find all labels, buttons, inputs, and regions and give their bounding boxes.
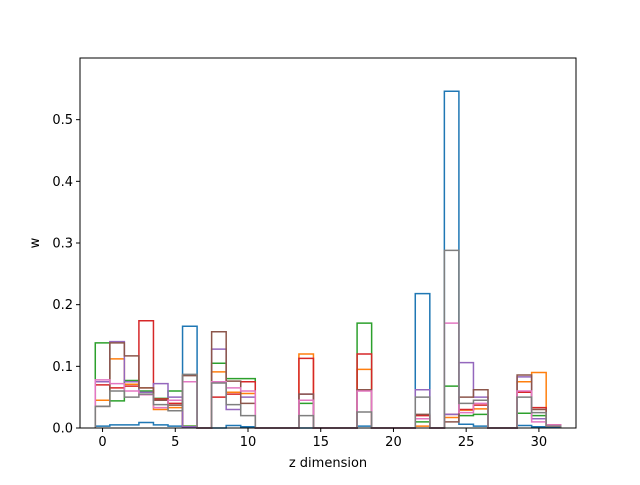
y-tick-label: 0.4 <box>52 175 73 190</box>
x-axis-ticks: 0 5 10 15 20 25 30 <box>98 428 547 450</box>
x-tick-label: 20 <box>385 435 402 450</box>
y-tick-label: 0.3 <box>52 237 73 252</box>
y-tick-label: 0.5 <box>52 113 73 128</box>
y-axis-ticks: 0.0 0.1 0.2 0.3 0.4 0.5 <box>52 113 80 437</box>
x-tick-label: 30 <box>531 435 548 450</box>
y-tick-label: 0.1 <box>52 360 73 375</box>
x-tick-label: 10 <box>240 435 257 450</box>
y-tick-label: 0.2 <box>52 298 73 313</box>
x-axis-label: z dimension <box>289 456 367 471</box>
plot-area: 0 5 10 15 20 25 30 0.0 0.1 0.2 0.3 0.4 0.5 <box>52 57 577 450</box>
y-axis-label: w <box>28 237 43 248</box>
y-tick-label: 0.0 <box>52 422 73 437</box>
x-tick-label: 0 <box>98 435 106 450</box>
axes-background <box>80 58 576 428</box>
x-tick-label: 15 <box>312 435 329 450</box>
x-tick-label: 25 <box>458 435 475 450</box>
x-tick-label: 5 <box>171 435 179 450</box>
